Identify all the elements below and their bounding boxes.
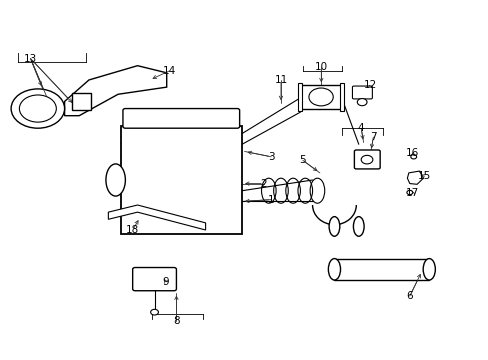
Text: 10: 10	[314, 63, 327, 72]
Bar	[339, 83, 343, 111]
Circle shape	[20, 95, 56, 122]
Bar	[72, 93, 91, 111]
FancyBboxPatch shape	[352, 86, 372, 99]
Circle shape	[11, 89, 64, 128]
Ellipse shape	[353, 217, 364, 236]
Circle shape	[357, 99, 366, 106]
Text: 8: 8	[173, 316, 180, 326]
Text: 2: 2	[260, 179, 267, 189]
Text: 3: 3	[267, 152, 274, 162]
Circle shape	[308, 88, 332, 106]
Text: 6: 6	[406, 291, 412, 301]
Text: 11: 11	[274, 75, 287, 85]
Text: 16: 16	[405, 148, 418, 158]
Text: 4: 4	[357, 123, 364, 133]
Ellipse shape	[422, 258, 434, 280]
Circle shape	[150, 309, 158, 315]
Ellipse shape	[328, 258, 340, 280]
Polygon shape	[334, 258, 428, 280]
Text: 9: 9	[162, 277, 169, 287]
Polygon shape	[108, 205, 205, 230]
Text: 13: 13	[24, 54, 37, 64]
Text: 14: 14	[162, 66, 175, 76]
Text: 18: 18	[126, 225, 139, 235]
Bar	[120, 126, 242, 234]
Circle shape	[361, 156, 372, 164]
Text: 5: 5	[299, 156, 305, 165]
FancyBboxPatch shape	[122, 109, 239, 128]
Polygon shape	[64, 66, 166, 116]
FancyBboxPatch shape	[132, 267, 176, 291]
Ellipse shape	[106, 164, 125, 196]
FancyBboxPatch shape	[354, 150, 379, 169]
Circle shape	[406, 190, 412, 195]
Text: 7: 7	[369, 132, 376, 142]
Text: 1: 1	[267, 195, 274, 204]
Circle shape	[410, 155, 416, 159]
Text: 17: 17	[405, 188, 418, 198]
Bar	[300, 85, 341, 109]
Polygon shape	[407, 171, 423, 184]
Ellipse shape	[328, 217, 339, 236]
Bar	[298, 83, 302, 111]
Text: 12: 12	[363, 80, 376, 90]
Text: 15: 15	[417, 171, 430, 181]
